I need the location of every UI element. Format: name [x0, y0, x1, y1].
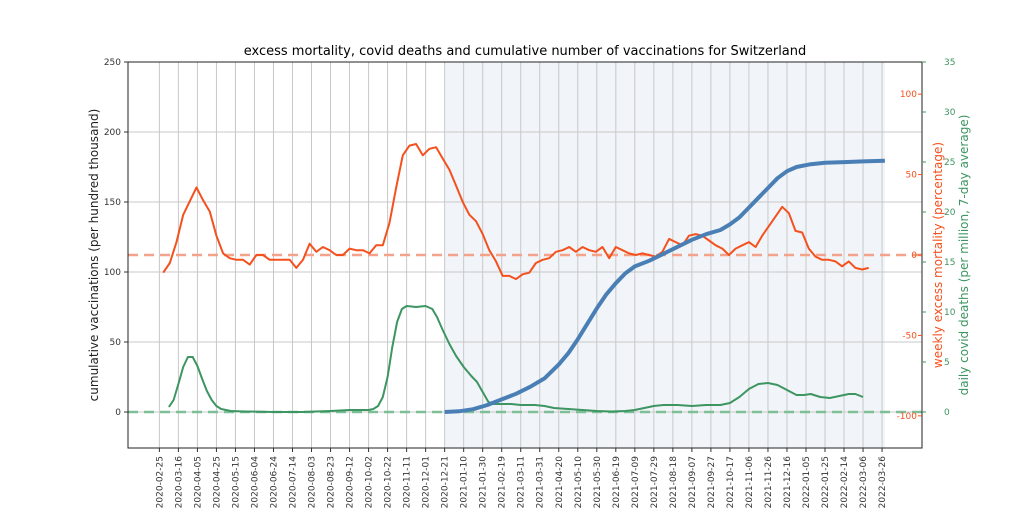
x-tick-label: 2021-07-09: [631, 456, 641, 509]
x-tick-label: 2020-06-04: [250, 456, 260, 509]
x-axis-ticks: 2020-02-25 2020-03-16 2020-04-05 2020-04-25…: [155, 448, 888, 508]
deaths-tick-label: 15: [944, 258, 955, 268]
x-tick-label: 2021-04-20: [555, 456, 565, 509]
deaths-tick-label: 0: [944, 408, 950, 418]
left-tick-label: 50: [110, 338, 122, 348]
deaths-tick-label: 25: [944, 158, 955, 168]
excess-tick-label: -50: [902, 331, 917, 341]
x-tick-label: 2020-04-25: [212, 456, 222, 508]
x-tick-label: 2021-01-10: [460, 456, 470, 509]
excess-tick-label: -100: [897, 412, 918, 422]
excess-tick-label: 0: [911, 251, 917, 261]
x-tick-label: 2021-03-11: [517, 456, 527, 508]
left-tick-label: 100: [104, 268, 121, 278]
excess-tick-label: 100: [900, 90, 917, 100]
series-line-weekly-excess-mortality: [162, 143, 869, 281]
series-lines: [162, 143, 885, 414]
x-tick-label: 2020-08-23: [327, 456, 337, 508]
x-tick-label: 2022-01-25: [821, 456, 831, 508]
deaths-tick-label: 20: [944, 208, 956, 218]
x-tick-label: 2022-02-14: [840, 456, 850, 509]
x-tick-label: 2021-03-31: [536, 456, 546, 508]
x-tick-label: 2020-12-21: [441, 456, 451, 508]
x-tick-label: 2021-05-10: [574, 456, 584, 509]
chart-title: excess mortality, covid deaths and cumul…: [244, 44, 807, 59]
x-tick-label: 2021-01-30: [479, 456, 489, 509]
left-tick-label: 200: [104, 128, 121, 138]
x-tick-label: 2020-05-15: [231, 456, 241, 508]
x-tick-label: 2020-10-22: [384, 456, 394, 508]
x-tick-label: 2022-03-06: [859, 456, 869, 509]
x-tick-label: 2020-04-05: [193, 456, 203, 508]
deaths-tick-label: 30: [944, 108, 956, 118]
excess-tick-label: 50: [906, 171, 918, 181]
vertical-gridlines: [158, 62, 883, 448]
deaths-tick-label: 10: [944, 308, 956, 318]
right-axis-deaths-ticks: 0 5 10 15 20 25 30 35: [922, 58, 956, 418]
right-axis-excess-label: weekly excess mortality (percentage): [931, 142, 945, 368]
x-tick-label: 2020-09-12: [346, 456, 356, 508]
x-tick-label: 2021-11-26: [764, 456, 774, 509]
deaths-tick-label: 5: [944, 358, 950, 368]
deaths-tick-label: 35: [944, 58, 955, 68]
left-axis-ticks: 0 50 100 150 200 250: [104, 58, 128, 418]
x-tick-label: 2021-02-19: [498, 456, 508, 509]
x-tick-label: 2020-10-02: [365, 456, 375, 508]
right-axis-deaths-label: daily covid deaths (per million, 7-day a…: [957, 115, 971, 396]
x-tick-label: 2021-09-27: [707, 456, 717, 508]
x-tick-label: 2021-07-29: [650, 456, 660, 509]
x-tick-label: 2020-07-14: [289, 456, 299, 509]
x-tick-label: 2022-03-26: [878, 456, 888, 509]
left-tick-label: 0: [115, 408, 121, 418]
x-tick-label: 2021-05-30: [593, 456, 603, 509]
series-line-cumulative-vaccinations: [444, 158, 885, 414]
x-tick-label: 2021-06-19: [612, 456, 622, 509]
left-tick-label: 250: [104, 58, 121, 68]
x-tick-label: 2020-08-03: [308, 456, 318, 508]
x-tick-label: 2020-12-01: [422, 456, 432, 508]
x-tick-label: 2021-09-07: [688, 456, 698, 508]
left-axis-label: cumulative vaccinations (per hundred tho…: [87, 109, 101, 402]
x-tick-label: 2021-10-17: [726, 456, 736, 508]
x-tick-label: 2022-01-05: [802, 456, 812, 508]
x-tick-label: 2021-08-18: [669, 456, 679, 509]
x-tick-label: 2020-06-24: [269, 456, 279, 509]
series-line-daily-covid-deaths-day-average-: [168, 305, 864, 413]
right-axis-excess-ticks: -100 -50 0 50 100: [897, 90, 922, 422]
x-tick-label: 2020-11-11: [403, 456, 413, 508]
x-tick-label: 2021-12-16: [783, 456, 793, 509]
x-tick-label: 2020-02-25: [155, 456, 165, 508]
x-tick-label: 2020-03-16: [174, 456, 184, 509]
x-tick-label: 2021-11-06: [745, 456, 755, 509]
left-tick-label: 150: [104, 198, 121, 208]
